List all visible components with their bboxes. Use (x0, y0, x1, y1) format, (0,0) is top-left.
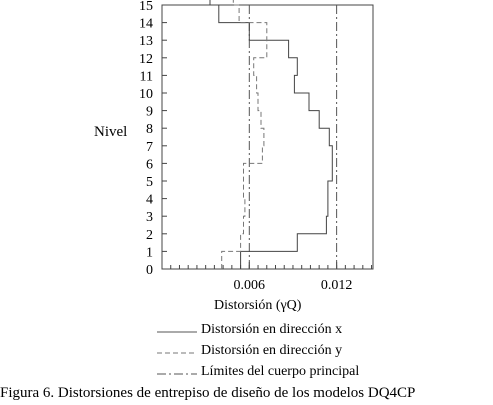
legend-swatch-dashed (157, 352, 197, 354)
y-tick-label: 2 (146, 228, 153, 243)
y-tick-label: 6 (146, 157, 153, 172)
legend-label-limits: Límites del cuerpo principal (201, 364, 360, 379)
legend-label-x: Distorsión en dirección x (201, 322, 343, 337)
legend-swatch-solid (157, 331, 197, 333)
y-tick-label: 3 (146, 210, 153, 225)
y-tick-label: 13 (139, 34, 153, 49)
legend: Distorsión en dirección x Distorsión en … (157, 322, 493, 385)
y-axis-label: Nivel (94, 124, 128, 140)
y-tick-label: 7 (146, 140, 153, 155)
y-tick-label: 5 (146, 175, 153, 190)
x-axis-label: Distorsión (γQ) (214, 298, 302, 313)
series-y-line (221, 0, 268, 269)
legend-item-x: Distorsión en dirección x (157, 322, 493, 343)
legend-label-y: Distorsión en dirección y (201, 343, 343, 358)
y-tick-label: 11 (140, 69, 153, 84)
y-tick-label: 1 (146, 245, 153, 260)
y-tick-label: 15 (139, 0, 153, 14)
legend-item-y: Distorsión en dirección y (157, 343, 493, 364)
legend-item-limits: Límites del cuerpo principal (157, 364, 493, 385)
figure-caption: Figura 6. Distorsiones de entrepiso de d… (0, 385, 416, 401)
series-x-line (209, 0, 333, 269)
y-tick-label: 8 (146, 122, 153, 137)
y-tick-label: 4 (146, 193, 153, 208)
y-tick-label: 14 (139, 17, 153, 32)
x-tick-label: 0.012 (321, 278, 353, 293)
legend-swatch-dashdot (157, 373, 197, 375)
y-tick-label: 10 (139, 87, 153, 102)
y-tick-label: 12 (139, 52, 153, 67)
y-tick-label: 9 (146, 105, 153, 120)
y-tick-label: 0 (146, 263, 153, 278)
x-tick-label: 0.006 (234, 278, 266, 293)
plot-frame (161, 4, 374, 270)
